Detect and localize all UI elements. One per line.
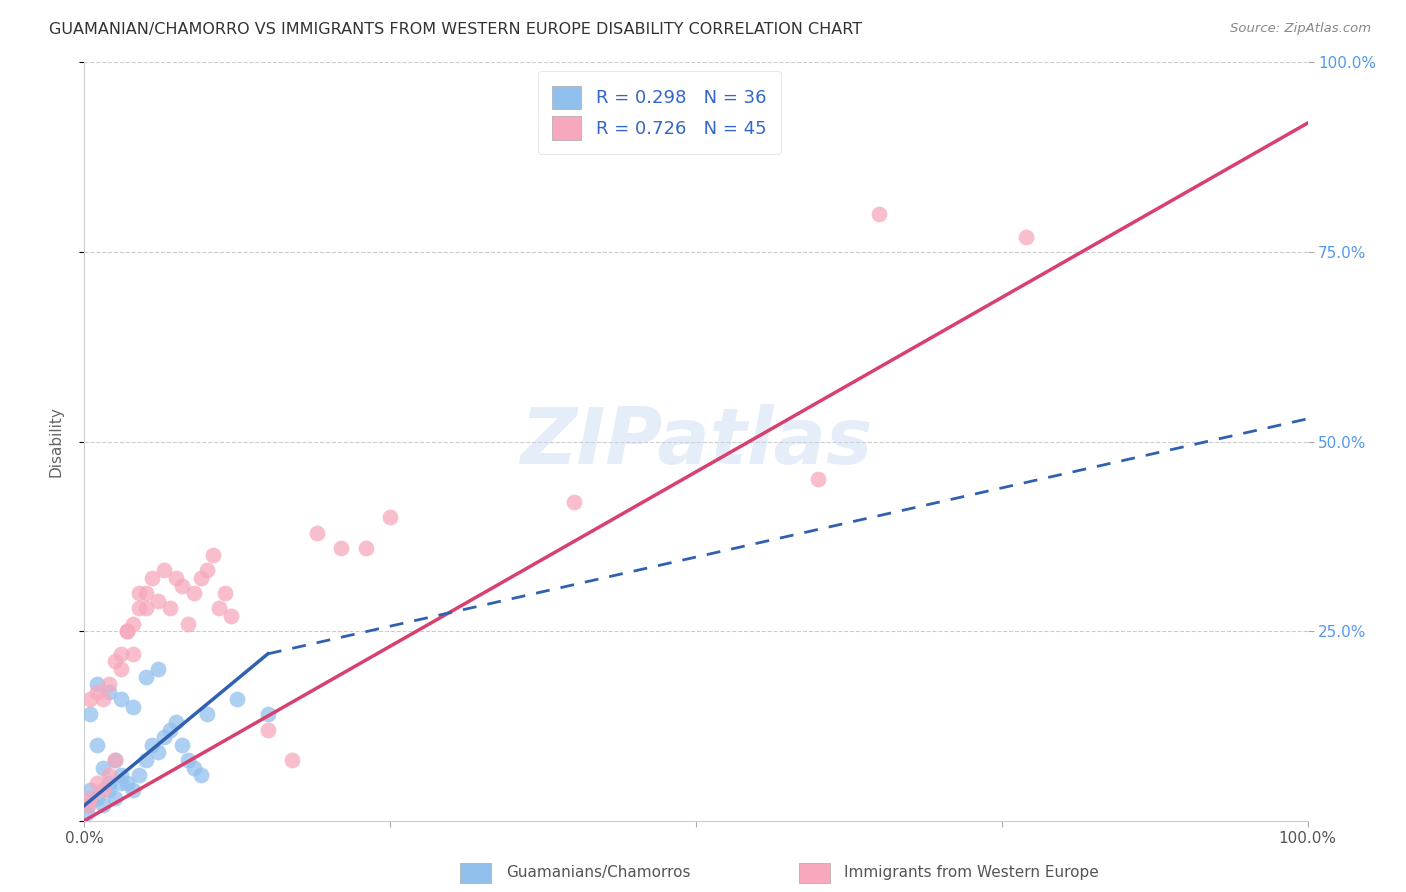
- Text: Source: ZipAtlas.com: Source: ZipAtlas.com: [1230, 22, 1371, 36]
- Point: [110, 647, 132, 661]
- Point: [141, 571, 163, 585]
- Point: [159, 723, 181, 737]
- Point: [110, 692, 132, 706]
- Point: [190, 768, 212, 782]
- Point: [195, 564, 218, 578]
- Point: [208, 601, 231, 615]
- Point: [201, 548, 224, 563]
- Point: [330, 541, 353, 555]
- Point: [110, 776, 132, 790]
- Point: [165, 715, 187, 730]
- Point: [380, 510, 402, 524]
- Point: [257, 707, 280, 722]
- Point: [104, 791, 127, 805]
- Point: [354, 541, 377, 555]
- Point: [869, 207, 891, 221]
- Point: [135, 586, 157, 600]
- Point: [86, 776, 108, 790]
- Point: [76, 806, 98, 821]
- Text: GUAMANIAN/CHAMORRO VS IMMIGRANTS FROM WESTERN EUROPE DISABILITY CORRELATION CHAR: GUAMANIAN/CHAMORRO VS IMMIGRANTS FROM WE…: [49, 22, 862, 37]
- Point: [77, 798, 100, 813]
- Point: [172, 579, 194, 593]
- Point: [104, 655, 127, 669]
- Point: [104, 753, 127, 767]
- Point: [122, 783, 145, 797]
- Point: [79, 783, 101, 797]
- Point: [226, 692, 249, 706]
- Point: [1015, 229, 1038, 244]
- Point: [807, 473, 830, 487]
- Point: [91, 783, 114, 797]
- Point: [97, 776, 120, 790]
- Point: [91, 798, 114, 813]
- Point: [91, 760, 114, 774]
- Point: [141, 738, 163, 752]
- Point: [86, 685, 108, 699]
- Point: [128, 768, 150, 782]
- Point: [122, 699, 145, 714]
- Point: [165, 571, 187, 585]
- Point: [305, 525, 328, 540]
- Point: [146, 662, 169, 676]
- Point: [146, 594, 169, 608]
- Point: [153, 730, 176, 744]
- Point: [183, 760, 205, 774]
- Text: Immigrants from Western Europe: Immigrants from Western Europe: [844, 865, 1098, 880]
- Point: [214, 586, 236, 600]
- Point: [183, 586, 205, 600]
- Text: ZIPatlas: ZIPatlas: [520, 403, 872, 480]
- Point: [110, 662, 132, 676]
- Point: [177, 753, 200, 767]
- Point: [86, 677, 108, 691]
- Point: [281, 753, 304, 767]
- Point: [172, 738, 194, 752]
- Point: [97, 783, 120, 797]
- Point: [159, 601, 181, 615]
- Point: [135, 753, 157, 767]
- Point: [115, 776, 138, 790]
- Point: [135, 669, 157, 683]
- Legend: R = 0.298   N = 36, R = 0.726   N = 45: R = 0.298 N = 36, R = 0.726 N = 45: [538, 71, 780, 154]
- Point: [79, 692, 101, 706]
- Point: [79, 791, 101, 805]
- Point: [195, 707, 218, 722]
- Point: [77, 798, 100, 813]
- Point: [86, 738, 108, 752]
- Point: [153, 564, 176, 578]
- Point: [135, 601, 157, 615]
- Point: [91, 692, 114, 706]
- Point: [97, 685, 120, 699]
- Point: [110, 768, 132, 782]
- Text: Guamanians/Chamorros: Guamanians/Chamorros: [506, 865, 690, 880]
- Point: [190, 571, 212, 585]
- Point: [115, 624, 138, 639]
- Point: [122, 647, 145, 661]
- Point: [219, 608, 242, 623]
- Point: [562, 495, 585, 509]
- Point: [122, 616, 145, 631]
- Point: [146, 746, 169, 760]
- Point: [128, 586, 150, 600]
- Point: [79, 707, 101, 722]
- Point: [115, 624, 138, 639]
- Point: [177, 616, 200, 631]
- Point: [257, 723, 280, 737]
- Point: [86, 791, 108, 805]
- Y-axis label: Disability: Disability: [49, 406, 63, 477]
- Point: [128, 601, 150, 615]
- Point: [97, 677, 120, 691]
- Point: [104, 753, 127, 767]
- Point: [97, 768, 120, 782]
